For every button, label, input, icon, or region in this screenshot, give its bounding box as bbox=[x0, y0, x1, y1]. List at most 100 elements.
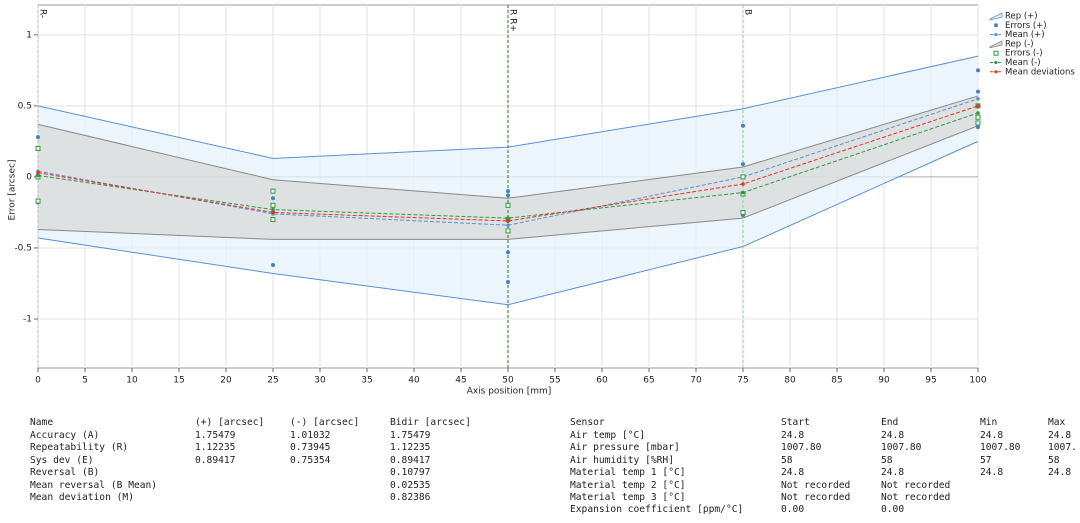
table-cell: 24.8 bbox=[781, 430, 805, 441]
x-axis-label: Axis position [mm] bbox=[467, 387, 552, 397]
error-point bbox=[271, 196, 275, 201]
error-point bbox=[271, 262, 275, 267]
error-point bbox=[505, 202, 511, 208]
mean-line bbox=[37, 105, 979, 222]
y-axis-label: Error [arcsec] bbox=[8, 160, 18, 221]
table-cell: 0.00 bbox=[781, 504, 805, 516]
mean-point bbox=[36, 170, 40, 175]
table-cell: 0.10797 bbox=[390, 467, 431, 479]
table-cell: Air pressure [mbar] bbox=[570, 442, 680, 454]
mean-point bbox=[271, 210, 275, 215]
table-cell: 0.82386 bbox=[390, 492, 431, 503]
x-tick-label: 75 bbox=[737, 376, 748, 386]
y-tick-label: 1 bbox=[26, 30, 32, 40]
error-point bbox=[976, 125, 980, 130]
table-cell: 24.8 bbox=[781, 467, 805, 479]
legend-swatch bbox=[994, 33, 998, 37]
y-tick-label: 0 bbox=[26, 172, 32, 182]
table-cell: 58 bbox=[1048, 454, 1060, 466]
x-tick-label: 45 bbox=[455, 376, 466, 386]
x-tick-label: 20 bbox=[220, 376, 232, 386]
x-tick-label: 25 bbox=[267, 376, 278, 386]
mean-point bbox=[506, 219, 510, 223]
x-tick-label: 100 bbox=[969, 376, 986, 386]
chart: Axis position [mm] Error [arcsec] 0 5 10 15… bbox=[8, 4, 1075, 397]
error-point bbox=[506, 280, 510, 285]
legend-label: Mean (+) bbox=[1005, 30, 1045, 40]
table-cell: 24.8 bbox=[1048, 467, 1072, 479]
marker-label: R R+ bbox=[508, 9, 518, 32]
table-cell: (-) [arcsec] bbox=[290, 417, 360, 428]
legend-label: Errors (-) bbox=[1005, 49, 1043, 59]
legend-swatch bbox=[989, 12, 1003, 21]
legend-label: Errors (+) bbox=[1005, 21, 1047, 31]
legend-label: Mean deviations bbox=[1005, 67, 1075, 77]
table-cell: Reversal (B) bbox=[30, 467, 100, 479]
error-point bbox=[270, 217, 276, 223]
table-cell: Mean deviation (M) bbox=[30, 492, 134, 503]
error-point bbox=[35, 198, 41, 204]
table-cell: 24.8 bbox=[881, 467, 905, 479]
error-point bbox=[35, 145, 41, 151]
x-tick-label: 0 bbox=[35, 376, 41, 386]
error-point bbox=[976, 89, 980, 94]
mean-point bbox=[36, 173, 40, 178]
error-point bbox=[505, 228, 511, 234]
table-cell: 1007.80 bbox=[881, 442, 922, 454]
table-cell: Max bbox=[1048, 417, 1066, 428]
table-cell: Accuracy (A) bbox=[30, 430, 100, 441]
x-tick-label: 65 bbox=[643, 376, 654, 386]
table-cell: 1.01032 bbox=[290, 430, 331, 441]
x-tick-label: 35 bbox=[361, 376, 372, 386]
x-tick-label: 85 bbox=[831, 376, 842, 386]
table-cell: Mean reversal (B Mean) bbox=[30, 479, 158, 491]
mean-point bbox=[741, 190, 745, 195]
mean-point bbox=[741, 182, 745, 186]
mean-point bbox=[506, 223, 510, 228]
x-tick-label: 70 bbox=[690, 376, 702, 386]
table-cell: Material temp 2 [°C] bbox=[570, 479, 686, 491]
error-point bbox=[36, 135, 40, 140]
error-point bbox=[506, 189, 510, 194]
x-tick-label: 95 bbox=[925, 376, 936, 386]
y-tick-label: -0.5 bbox=[14, 243, 32, 253]
mean-point bbox=[976, 96, 980, 101]
rep-line bbox=[37, 125, 979, 240]
x-tick-label: 40 bbox=[408, 376, 420, 386]
error-point bbox=[976, 68, 980, 73]
table-cell: 1.75479 bbox=[195, 430, 236, 441]
marker-label: B bbox=[743, 9, 753, 15]
table-cell: Expansion coefficient [ppm/°C] bbox=[570, 504, 744, 516]
x-tick-label: 80 bbox=[784, 376, 796, 386]
mean-line bbox=[37, 112, 979, 219]
legend-swatch bbox=[994, 23, 998, 28]
table-cell: Material temp 3 [°C] bbox=[570, 492, 686, 503]
table-cell: Not recorded bbox=[781, 492, 851, 503]
table-cell: Air humidity [%RH] bbox=[570, 454, 674, 466]
table-cell: 24.8 bbox=[881, 430, 905, 441]
x-tick-label: 5 bbox=[82, 376, 88, 386]
x-tick-label: 90 bbox=[878, 376, 890, 386]
table-cell: 57 bbox=[980, 454, 992, 466]
mean-point bbox=[506, 216, 510, 220]
legend-swatch bbox=[993, 50, 999, 56]
legend-swatch bbox=[994, 70, 998, 74]
error-point bbox=[270, 202, 276, 208]
error-point bbox=[741, 162, 745, 167]
x-tick-label: 30 bbox=[314, 376, 326, 386]
error-point bbox=[270, 188, 276, 194]
legend-label: Rep (-) bbox=[1005, 39, 1034, 49]
table-cell: 58 bbox=[881, 454, 893, 466]
error-point bbox=[975, 120, 981, 126]
table-cell: 0.02535 bbox=[390, 479, 431, 491]
table-cell: 1.12235 bbox=[390, 442, 431, 454]
table-cell: Bidir [arcsec] bbox=[390, 417, 471, 428]
legend-label: Mean (-) bbox=[1005, 58, 1041, 68]
y-tick-label: 0.5 bbox=[18, 101, 32, 111]
table-cell: 1007.80 bbox=[980, 442, 1021, 454]
error-point bbox=[740, 209, 746, 215]
legend-swatch bbox=[989, 40, 1003, 49]
mean-point bbox=[976, 104, 980, 108]
marker-label: R- bbox=[38, 9, 48, 18]
